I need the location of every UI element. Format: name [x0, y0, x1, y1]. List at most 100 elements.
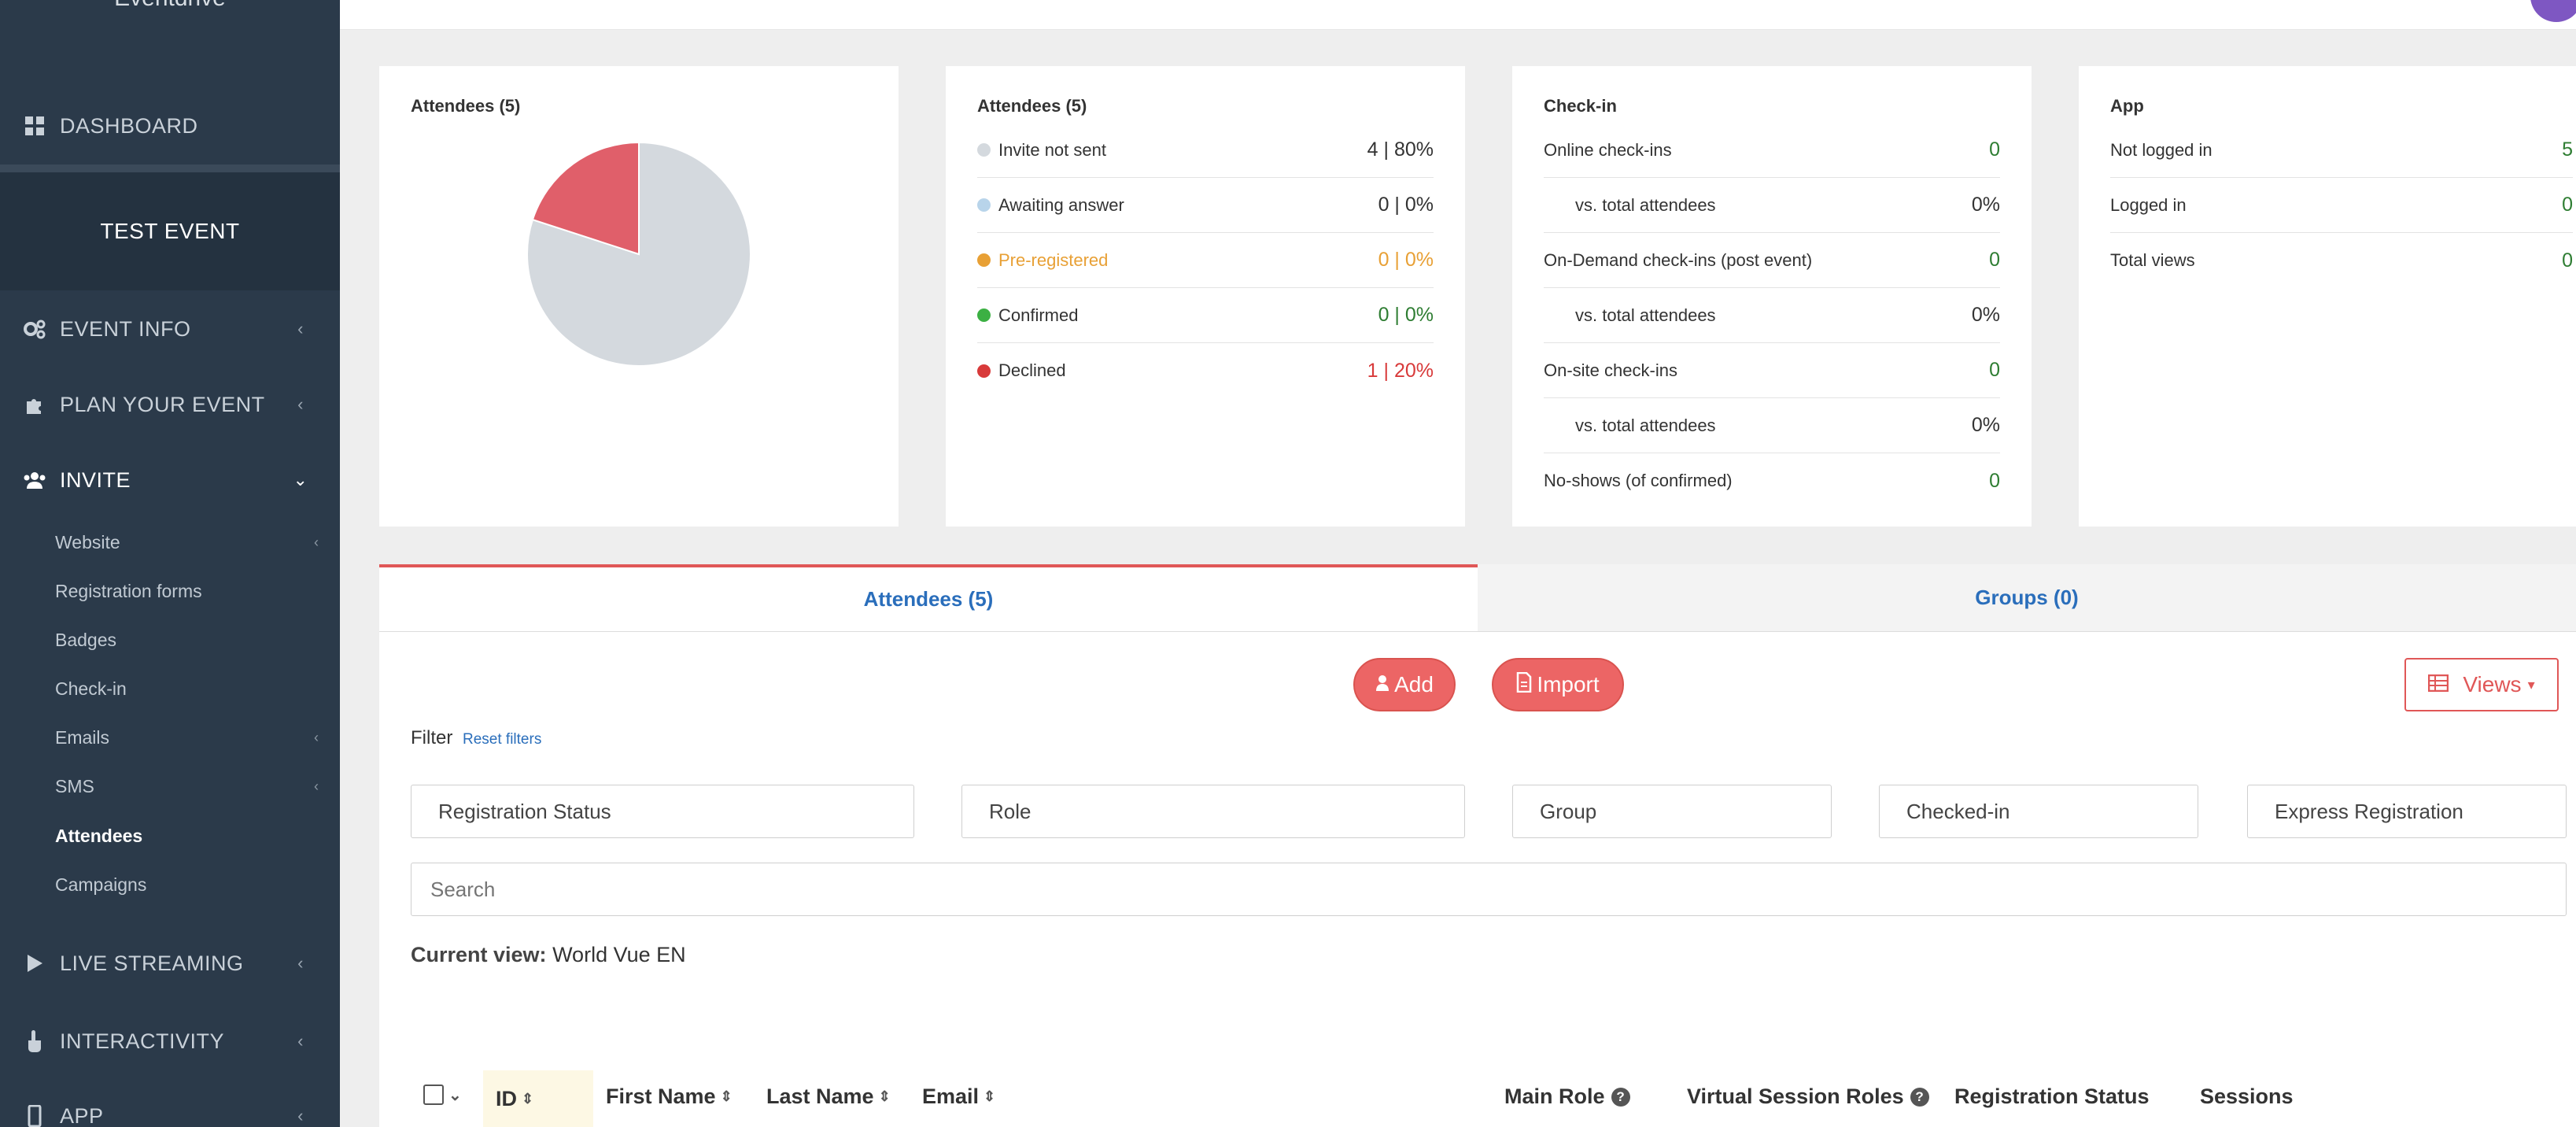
stat-value: 0 | 0% [1378, 249, 1434, 271]
sidebar-item-label: LIVE STREAMING [60, 951, 244, 975]
table-icon [2428, 672, 2449, 697]
stat-row-invite-not-sent: Invite not sent 4 | 80% [977, 123, 1434, 178]
stat-row-online-checkins: Online check-ins 0 [1544, 123, 2000, 178]
stat-value: 0% [1971, 304, 2000, 326]
event-name-label: TEST EVENT [100, 219, 240, 243]
import-button[interactable]: Import [1492, 658, 1624, 711]
help-icon[interactable]: ? [1910, 1087, 1929, 1107]
avatar[interactable] [2530, 0, 2576, 22]
column-header-first-name[interactable]: First Name ⇕ [606, 1085, 733, 1109]
group-filter[interactable]: Group [1512, 785, 1832, 838]
sidebar-subitem-registration-forms[interactable]: Registration forms [0, 567, 340, 615]
sidebar-subitem-check-in[interactable]: Check-in [0, 664, 340, 713]
stat-value: 0 [2562, 194, 2573, 216]
sidebar-item-plan-your-event[interactable]: PLAN YOUR EVENT ‹ [0, 367, 340, 442]
column-header-registration-status[interactable]: Registration Status [1954, 1085, 2150, 1109]
stat-value: 0 [2562, 249, 2573, 272]
brand-name: Eventdrive [114, 0, 226, 12]
sidebar-item-app[interactable]: APP ‹ [0, 1078, 340, 1127]
views-dropdown-button[interactable]: Views ▾ [2404, 658, 2559, 711]
add-attendee-button[interactable]: Add [1353, 658, 1456, 711]
status-dot [977, 143, 991, 157]
sidebar-subitem-sms[interactable]: SMS ‹ [0, 762, 340, 811]
add-button-label: Add [1394, 672, 1434, 697]
column-label: Last Name [766, 1085, 874, 1108]
column-header-email[interactable]: Email ⇕ [922, 1085, 995, 1109]
current-view-value: World Vue EN [552, 943, 686, 966]
stat-label: Declined [998, 360, 1066, 380]
role-filter[interactable]: Role [961, 785, 1465, 838]
stat-label: Awaiting answer [998, 194, 1124, 215]
tab-groups[interactable]: Groups (0) [1478, 564, 2576, 631]
stat-value: 0 [1989, 469, 2000, 492]
tab-attendees[interactable]: Attendees (5) [379, 564, 1478, 631]
column-header-sessions[interactable]: Sessions [2200, 1085, 2294, 1109]
sidebar-item-label: DASHBOARD [60, 113, 198, 138]
sidebar-item-label: PLAN YOUR EVENT [60, 392, 265, 416]
sidebar-item-event-info[interactable]: EVENT INFO ‹ [0, 291, 340, 367]
sidebar-subitem-label: Campaigns [55, 874, 147, 895]
column-label: Main Role [1504, 1085, 1605, 1108]
sidebar-subitem-label: Emails [55, 726, 110, 748]
pie-slice-declined[interactable] [531, 141, 640, 256]
stat-label: Total views [2110, 250, 2195, 270]
sidebar-subitem-campaigns[interactable]: Campaigns [0, 860, 340, 909]
brand-logo[interactable]: Eventdrive [0, 0, 340, 98]
checked-in-filter[interactable]: Checked-in [1879, 785, 2198, 838]
column-header-last-name[interactable]: Last Name ⇕ [766, 1085, 891, 1109]
select-all-checkbox[interactable] [423, 1085, 444, 1105]
sidebar-item-dashboard[interactable]: DASHBOARD [0, 88, 340, 164]
import-button-label: Import [1537, 672, 1600, 697]
views-button-label: Views [2463, 672, 2522, 697]
current-view: Current view: World Vue EN [411, 943, 686, 967]
sidebar-subitem-badges[interactable]: Badges [0, 615, 340, 664]
chevron-down-icon: ⌄ [293, 470, 308, 490]
puzzle-icon [19, 394, 50, 415]
column-header-virtual-session-roles[interactable]: Virtual Session Roles? [1687, 1085, 1929, 1109]
attendees-pie-chart [526, 141, 751, 367]
attendees-pie-card: Attendees (5) [379, 66, 899, 527]
chevron-down-icon[interactable]: ⌄ [448, 1086, 462, 1104]
stat-row-online-ratio: vs. total attendees 0% [1544, 178, 2000, 233]
status-dot [977, 198, 991, 212]
sidebar-item-invite[interactable]: INVITE ⌄ [0, 442, 340, 518]
sidebar-item-interactivity[interactable]: INTERACTIVITY ‹ [0, 1003, 340, 1079]
stat-row-pre-registered: Pre-registered 0 | 0% [977, 233, 1434, 288]
chevron-left-icon: ‹ [297, 953, 304, 973]
column-header-id[interactable]: ID ⇕ [483, 1070, 593, 1127]
registration-status-filter[interactable]: Registration Status [411, 785, 914, 838]
filter-title: Filter [411, 727, 453, 748]
pointer-hand-icon [19, 1029, 50, 1053]
chevron-left-icon: ‹ [297, 394, 304, 414]
sidebar: Eventdrive DASHBOARD TEST EVENT EVENT IN… [0, 0, 340, 1127]
stat-label: Online check-ins [1544, 139, 1672, 160]
status-dot [977, 309, 991, 322]
help-icon[interactable]: ? [1611, 1087, 1630, 1107]
users-icon [19, 470, 50, 490]
sidebar-subitem-emails[interactable]: Emails ‹ [0, 713, 340, 762]
status-dot [977, 253, 991, 267]
dashboard-icon [19, 116, 50, 136]
reset-filters-link[interactable]: Reset filters [463, 731, 542, 748]
stat-label: Not logged in [2110, 139, 2212, 160]
chevron-left-icon: ‹ [297, 1031, 304, 1051]
sidebar-subitem-website[interactable]: Website ‹ [0, 518, 340, 567]
mobile-icon [19, 1105, 50, 1127]
sidebar-subitem-attendees[interactable]: Attendees [0, 811, 340, 860]
search-input[interactable] [411, 863, 2567, 916]
stat-label: vs. total attendees [1575, 305, 1716, 325]
sidebar-subitem-label: Check-in [55, 678, 127, 699]
select-all-control[interactable]: ⌄ [423, 1085, 462, 1105]
stat-label: Confirmed [998, 305, 1079, 325]
express-registration-filter[interactable]: Express Registration [2247, 785, 2567, 838]
stat-row-declined: Declined 1 | 20% [977, 343, 1434, 398]
sort-icon: ⇕ [878, 1088, 891, 1105]
sidebar-subitem-label: Attendees [55, 825, 143, 846]
sidebar-item-live-streaming[interactable]: LIVE STREAMING ‹ [0, 926, 340, 1001]
sidebar-subitem-label: Badges [55, 629, 117, 650]
column-header-main-role[interactable]: Main Role? [1504, 1085, 1630, 1109]
stat-label: On-site check-ins [1544, 360, 1677, 380]
gears-icon [19, 318, 50, 340]
sidebar-item-label: EVENT INFO [60, 316, 191, 341]
card-title: Attendees (5) [977, 96, 1087, 116]
